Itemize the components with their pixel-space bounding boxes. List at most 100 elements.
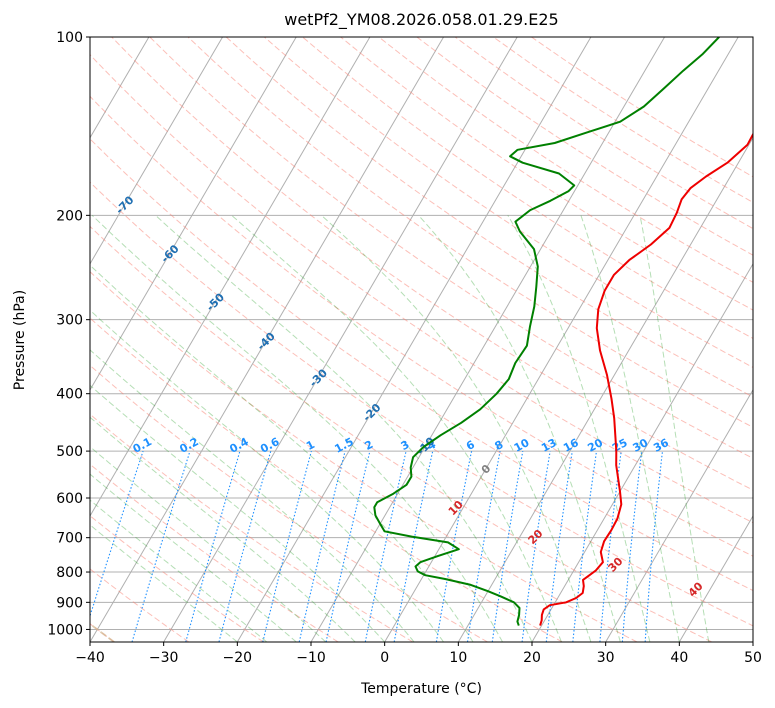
dry-adiabat-line bbox=[225, 37, 753, 398]
moist-adiabat-line bbox=[155, 214, 533, 642]
isotherm-line bbox=[384, 37, 739, 642]
plot-frame bbox=[89, 36, 754, 643]
moist-adiabat-line bbox=[418, 214, 621, 642]
moist-adiabat-line bbox=[90, 384, 386, 642]
mixing-ratio-line bbox=[298, 450, 346, 642]
isotherm-line bbox=[90, 37, 371, 517]
dry-adiabat-line bbox=[90, 271, 638, 642]
moist-adiabat-line bbox=[231, 214, 562, 642]
y-tick-label: 500 bbox=[56, 444, 83, 460]
dry-adiabat-line bbox=[90, 515, 264, 642]
isotherm-label: 0 bbox=[479, 462, 494, 477]
mixing-ratio-label: 13 bbox=[539, 436, 559, 455]
y-tick-label: 700 bbox=[56, 531, 83, 547]
dry-adiabat-line bbox=[90, 413, 414, 642]
mixing-ratio-label: 0.6 bbox=[258, 435, 282, 456]
isotherm-line bbox=[678, 514, 753, 642]
moist-adiabat-line bbox=[90, 473, 297, 642]
moist-adiabat-line bbox=[321, 214, 592, 642]
mixing-ratio-line bbox=[545, 451, 573, 642]
dry-adiabat-line bbox=[149, 37, 753, 459]
x-tick-label: −20 bbox=[223, 650, 253, 666]
mixing-ratio-line bbox=[364, 450, 407, 642]
mixing-ratio-line bbox=[572, 451, 598, 642]
mixing-ratio-label: 30 bbox=[631, 436, 651, 455]
isotherm-line bbox=[90, 37, 297, 391]
x-tick-label: −40 bbox=[75, 650, 105, 666]
isotherm-label: -80 bbox=[69, 143, 92, 166]
isotherm-line bbox=[90, 37, 224, 265]
dry-adiabat-line bbox=[187, 37, 753, 428]
mixing-ratio-line bbox=[262, 450, 312, 642]
moist-adiabat-line bbox=[580, 215, 680, 642]
isotherm-label: -30 bbox=[307, 366, 330, 389]
dry-adiabat-line bbox=[531, 37, 753, 178]
dry-adiabat-line bbox=[90, 95, 753, 557]
moist-adiabat-line bbox=[90, 416, 356, 642]
dry-adiabat-line bbox=[90, 317, 563, 642]
x-axis-label: Temperature (°C) bbox=[360, 681, 482, 697]
isotherm-label: -70 bbox=[113, 193, 136, 216]
dry-adiabat-line bbox=[378, 37, 753, 283]
x-tick-label: 20 bbox=[523, 650, 541, 666]
isotherm-line bbox=[0, 37, 2, 642]
isotherm-line bbox=[752, 641, 753, 642]
dry-adiabat-line bbox=[90, 568, 190, 642]
isotherm-line bbox=[531, 262, 753, 642]
moist-adiabat-lines bbox=[90, 214, 710, 642]
temperature-line bbox=[539, 132, 753, 626]
mixing-ratio-line bbox=[90, 450, 144, 618]
x-tick-label: −10 bbox=[296, 650, 326, 666]
dry-adiabat-line bbox=[90, 181, 753, 627]
moist-adiabat-label: 10 bbox=[446, 498, 466, 518]
mixing-ratio-line bbox=[599, 451, 622, 642]
mixing-ratio-label: 16 bbox=[561, 436, 581, 455]
mixing-ratio-label: 10 bbox=[512, 436, 532, 455]
dry-adiabat-line bbox=[90, 53, 753, 524]
mixing-ratio-line bbox=[218, 450, 272, 642]
y-tick-label: 600 bbox=[56, 491, 83, 507]
dry-adiabat-line bbox=[302, 37, 753, 340]
moist-adiabat-line bbox=[639, 215, 710, 642]
x-tick-label: 30 bbox=[597, 650, 615, 666]
isotherm-lines bbox=[0, 37, 753, 642]
chart-title: wetPf2_YM08.2026.058.01.29.E25 bbox=[284, 10, 558, 30]
x-tick-label: 0 bbox=[380, 650, 389, 666]
moist-adiabat-line bbox=[507, 215, 651, 642]
isotherm-label: -40 bbox=[255, 330, 278, 353]
x-tick-label: 40 bbox=[670, 650, 688, 666]
mixing-ratio-label: 25 bbox=[610, 436, 630, 455]
mixing-ratio-line bbox=[621, 451, 643, 642]
isotherm-line bbox=[90, 37, 445, 642]
dewpoint-line bbox=[373, 37, 720, 626]
mixing-ratio-label: 36 bbox=[651, 436, 671, 455]
dry-adiabat-line bbox=[90, 364, 488, 642]
mixing-ratio-line bbox=[325, 450, 371, 642]
mixing-ratio-label: 20 bbox=[585, 436, 605, 455]
moist-adiabat-line bbox=[90, 264, 474, 642]
isotherm-line bbox=[605, 388, 753, 642]
dry-adiabat-line bbox=[416, 37, 753, 256]
dry-adiabat-line bbox=[90, 225, 712, 642]
isotherm-line bbox=[236, 37, 592, 642]
isotherm-line bbox=[163, 37, 518, 642]
dry-adiabat-line bbox=[111, 37, 753, 491]
moist-adiabat-line bbox=[90, 446, 327, 642]
isotherm-label: -20 bbox=[360, 401, 383, 424]
mixing-ratio-label: 1.5 bbox=[332, 435, 355, 456]
y-tick-label: 200 bbox=[56, 208, 83, 224]
y-tick-label: 1000 bbox=[47, 622, 83, 638]
moist-adiabat-line bbox=[90, 349, 415, 642]
y-tick-label: 300 bbox=[56, 313, 83, 329]
mixing-ratio-line bbox=[644, 451, 664, 642]
mixing-ratio-lines bbox=[90, 450, 664, 642]
moist-adiabat-line bbox=[91, 214, 503, 642]
isotherm-label: -100 bbox=[0, 40, 6, 69]
y-tick-label: 900 bbox=[56, 595, 83, 611]
x-tick-label: −30 bbox=[149, 650, 179, 666]
moist-adiabat-label: 40 bbox=[686, 579, 706, 599]
mixing-ratio-label: 0.1 bbox=[131, 435, 154, 456]
plot-area: 0.1 0.2 0.4 0.6 1 1.5 2 3 4 6 8 10 13 16 20 25 30 36-100-… bbox=[0, 37, 753, 642]
